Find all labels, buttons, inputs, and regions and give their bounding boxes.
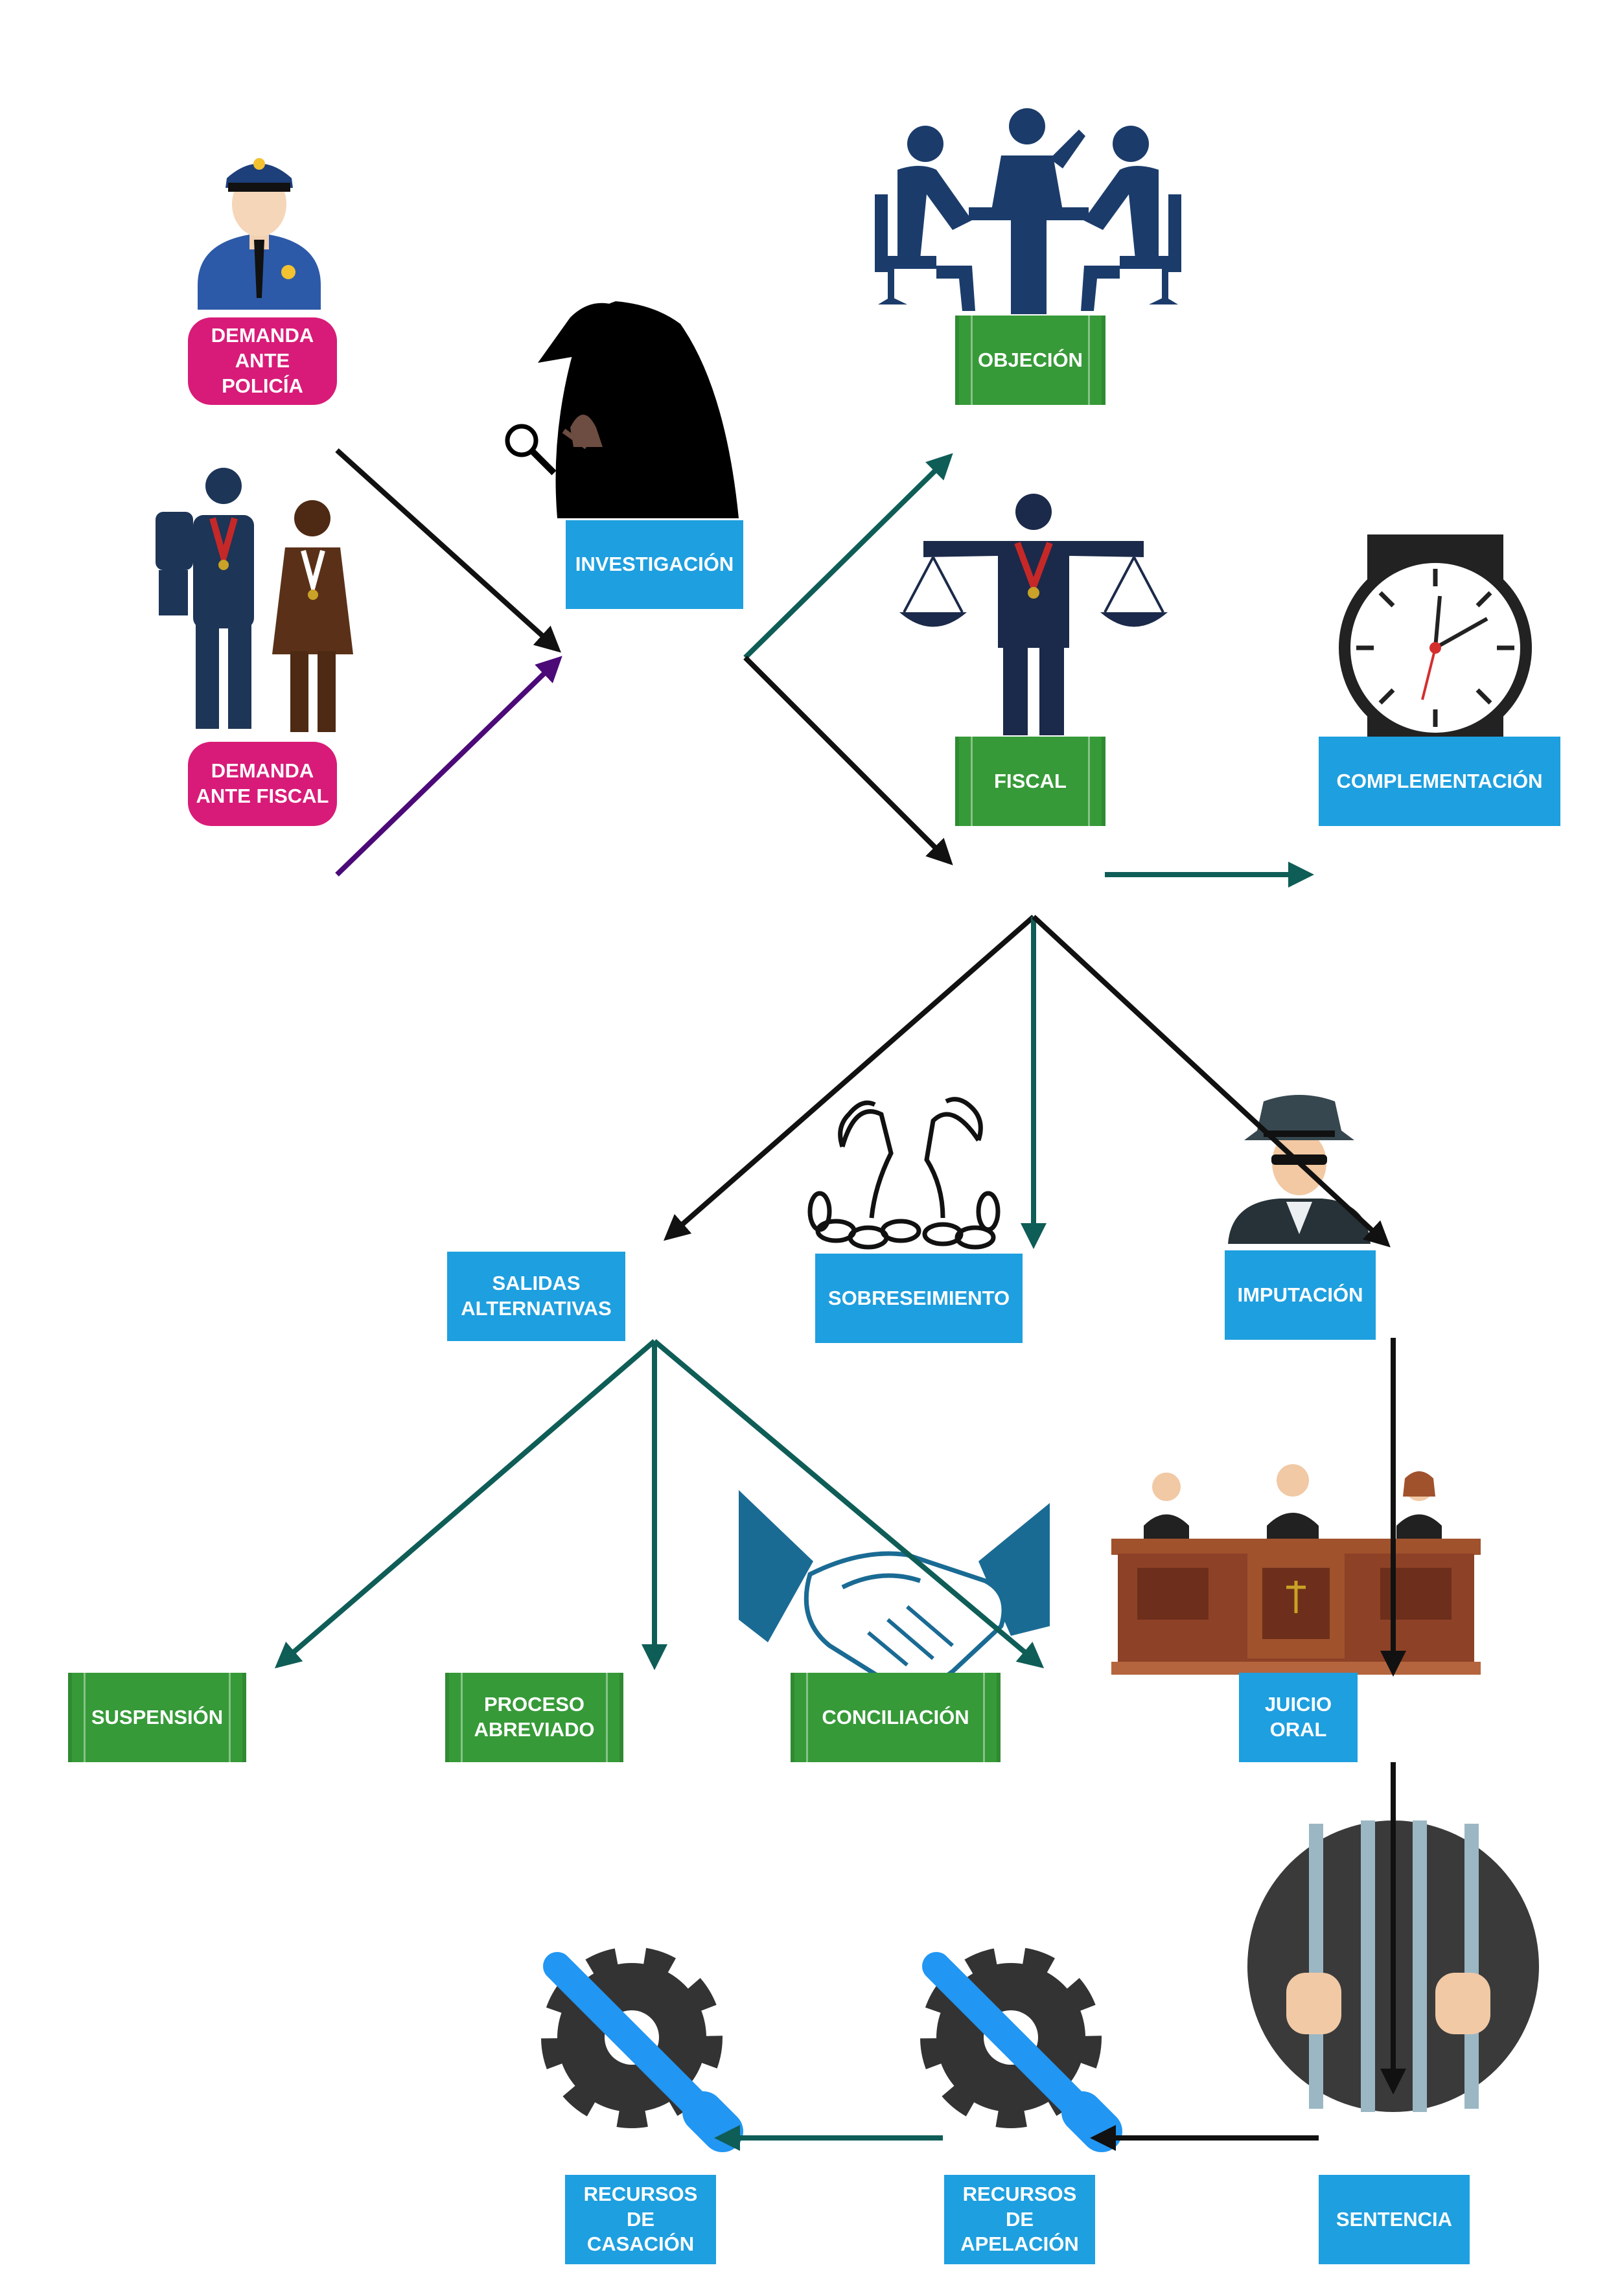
investigacion-label: INVESTIGACIÓN — [566, 520, 743, 609]
stop-hand-couple-icon — [156, 468, 353, 732]
imputacion-label: IMPUTACIÓN — [1225, 1250, 1376, 1340]
fiscal-label: FISCAL — [955, 737, 1105, 826]
meeting-icon — [875, 108, 1181, 314]
prosecutor-scales-icon — [899, 494, 1168, 735]
suspension-label: SUSPENSIÓN — [68, 1673, 246, 1762]
arrow-investigacion-to-fork — [743, 656, 953, 866]
conciliacion-label: CONCILIACIÓN — [791, 1673, 1001, 1762]
wrench-gear-icon — [920, 1947, 1122, 2152]
recursos-casacion-label: RECURSOS DE CASACIÓN — [565, 2175, 716, 2264]
sentencia-label: SENTENCIA — [1319, 2175, 1470, 2264]
arrow-policia-to-investigacion — [335, 448, 561, 653]
police-officer-icon — [198, 158, 321, 310]
juicio-oral-label: JUICIO ORAL — [1239, 1673, 1358, 1762]
arrow-fork-to-imputacion — [1032, 915, 1391, 1248]
demanda-policia-label: DEMANDA ANTE POLICÍA — [188, 317, 337, 405]
wrench-gear-icon — [541, 1947, 743, 2152]
complementacion-label: COMPLEMENTACIÓN — [1319, 737, 1560, 826]
arrow-investigacion-to-objecion — [743, 453, 953, 660]
arrows — [274, 448, 1406, 2151]
spy-icon — [1228, 1095, 1371, 1244]
salidas-alternativas-label: SALIDAS ALTERNATIVAS — [447, 1252, 625, 1341]
proceso-abreviado-label: PROCESO ABREVIADO — [445, 1673, 623, 1762]
arrow-salidas-to-suspension — [274, 1338, 656, 1669]
wristwatch-icon — [1339, 534, 1532, 768]
court-judges-icon — [1111, 1464, 1481, 1675]
arrow-fork-to-salidas — [663, 914, 1036, 1241]
objecion-label: OBJECIÓN — [955, 316, 1105, 405]
demanda-fiscal-label: DEMANDA ANTE FISCAL — [188, 742, 337, 826]
handshake-icon — [739, 1490, 1050, 1689]
arrow-salidas-to-conciliacion — [653, 1338, 1045, 1669]
detective-icon — [505, 301, 739, 518]
recursos-apelacion-label: RECURSOS DE APELACIÓN — [944, 2175, 1095, 2264]
sobreseimiento-label: SOBRESEIMIENTO — [815, 1254, 1023, 1343]
broken-chains-icon — [807, 1097, 1001, 1250]
arrow-fiscal-to-investigacion — [335, 656, 562, 877]
